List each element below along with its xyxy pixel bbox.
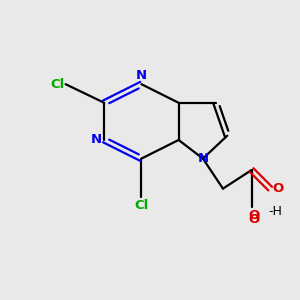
Text: -H: -H xyxy=(269,205,283,218)
Text: N: N xyxy=(136,69,147,82)
Text: Cl: Cl xyxy=(50,78,64,91)
Text: Cl: Cl xyxy=(134,200,148,212)
Text: N: N xyxy=(197,152,208,165)
Text: N: N xyxy=(91,134,102,146)
Text: O: O xyxy=(248,209,260,222)
Text: O: O xyxy=(248,213,260,226)
Text: O: O xyxy=(272,182,284,195)
